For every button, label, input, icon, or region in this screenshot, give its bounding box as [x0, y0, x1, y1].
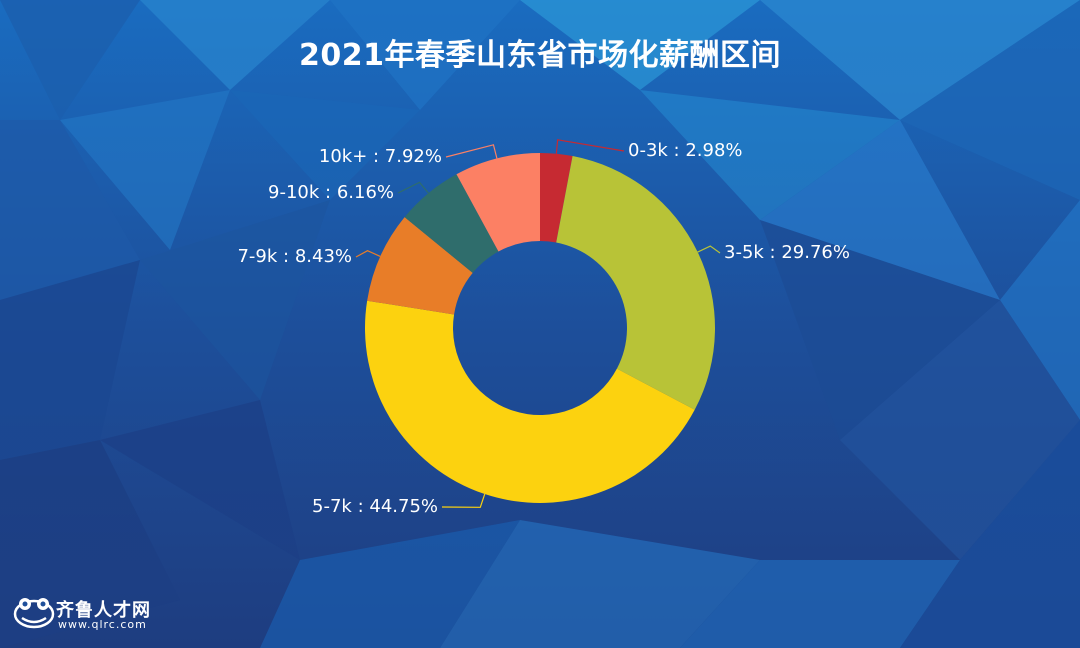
- chart-title: 2021年春季山东省市场化薪酬区间: [299, 38, 781, 73]
- slice-label-9-10k: 9-10k : 6.16%: [268, 182, 394, 203]
- slice-7-9k: [367, 217, 473, 315]
- slice-label-10k+: 10k+ : 7.92%: [318, 146, 442, 167]
- frog-icon: [13, 598, 55, 629]
- leader-line-5-7k: [441, 493, 486, 508]
- slice-3-5k: [556, 156, 715, 410]
- leader-line-9-10k: [397, 181, 429, 194]
- leader-line-3-5k: [697, 245, 721, 254]
- slice-5-7k: [364, 300, 695, 503]
- slice-label-3-5k: 3-5k : 29.76%: [724, 242, 850, 263]
- leader-line-7-9k: [355, 250, 381, 258]
- leader-line-10k+: [445, 144, 498, 159]
- slice-9-10k: [404, 174, 499, 273]
- logo-name: 齐鲁人才网: [56, 600, 151, 621]
- slice-10k+: [456, 153, 540, 252]
- slice-label-5-7k: 5-7k : 44.75%: [312, 496, 438, 517]
- logo-url: www.qlrc.com: [58, 618, 147, 631]
- slice-label-7-9k: 7-9k : 8.43%: [237, 246, 352, 267]
- slice-label-0-3k: 0-3k : 2.98%: [628, 140, 743, 161]
- leader-line-0-3k: [555, 139, 625, 154]
- slice-0-3k: [540, 153, 573, 243]
